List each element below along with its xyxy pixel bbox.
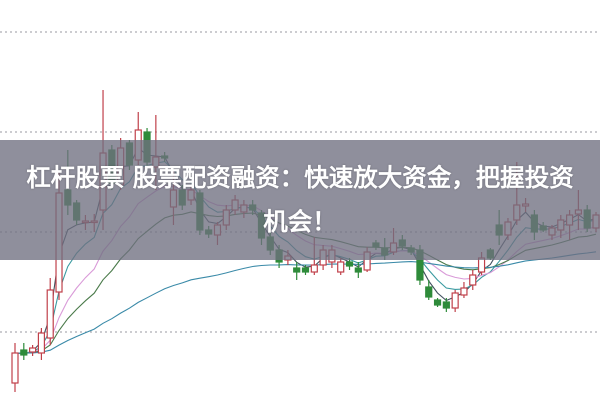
- candle-body: [337, 261, 345, 273]
- candle-body: [345, 261, 354, 267]
- candle-body: [442, 301, 450, 309]
- page-title: 杠杆股票 股票配资融资：快速放大资金，把握投资 机会！: [0, 156, 600, 244]
- title-line-2: 机会！: [263, 207, 337, 236]
- candle-body: [433, 299, 442, 306]
- candle-body: [46, 289, 54, 339]
- candle-body: [301, 267, 310, 273]
- candle-body: [20, 349, 28, 356]
- candle-body: [37, 332, 46, 354]
- candle-body: [477, 257, 486, 273]
- candle-body: [310, 264, 318, 273]
- title-banner: [0, 140, 600, 260]
- candle-body: [425, 286, 433, 298]
- candle-body: [293, 267, 301, 273]
- title-line-1: 杠杆股票 股票配资融资：快速放大资金，把握投资: [26, 163, 574, 192]
- candle-body: [451, 292, 459, 309]
- candle-body: [11, 352, 19, 384]
- candle-body: [29, 347, 37, 353]
- candle-body: [469, 274, 477, 286]
- candle-body: [354, 267, 362, 273]
- candle-body: [460, 287, 468, 296]
